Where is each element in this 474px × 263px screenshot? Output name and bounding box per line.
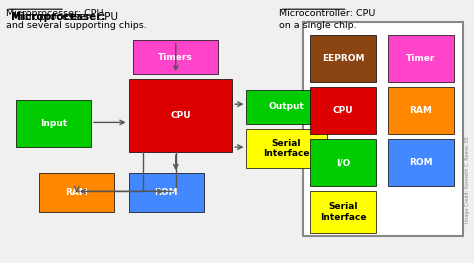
Text: Input: Input: [40, 119, 67, 128]
Text: Microprocesser: CPU
and several supporting chips.: Microprocesser: CPU and several supporti…: [6, 9, 147, 30]
Text: RAM: RAM: [410, 106, 432, 115]
Text: I/O: I/O: [336, 158, 350, 167]
Text: EEPROM: EEPROM: [322, 54, 365, 63]
FancyBboxPatch shape: [246, 90, 327, 124]
FancyBboxPatch shape: [388, 87, 454, 134]
FancyBboxPatch shape: [310, 139, 376, 186]
FancyBboxPatch shape: [388, 35, 454, 82]
FancyBboxPatch shape: [310, 191, 376, 233]
Text: Timers: Timers: [158, 53, 193, 62]
Text: CPU: CPU: [333, 106, 353, 115]
FancyBboxPatch shape: [310, 87, 376, 134]
Text: Microcontroller: CPU
on a single chip.: Microcontroller: CPU on a single chip.: [279, 9, 376, 30]
FancyBboxPatch shape: [133, 41, 218, 74]
Text: Output: Output: [269, 102, 304, 111]
Text: Serial
Interface: Serial Interface: [263, 139, 310, 158]
Text: CPU: CPU: [170, 112, 191, 120]
FancyBboxPatch shape: [388, 139, 454, 186]
Text: ROM: ROM: [409, 158, 433, 167]
FancyBboxPatch shape: [39, 173, 115, 212]
FancyBboxPatch shape: [303, 22, 463, 236]
FancyBboxPatch shape: [128, 173, 204, 212]
Text: Image Credit: Kenneth C. Reese, EE: Image Credit: Kenneth C. Reese, EE: [465, 135, 470, 222]
Text: Microprocesser: CPU: Microprocesser: CPU: [11, 12, 118, 22]
Text: Serial
Interface: Serial Interface: [320, 203, 366, 222]
FancyBboxPatch shape: [16, 100, 91, 147]
FancyBboxPatch shape: [310, 35, 376, 82]
Text: Microprocesser:: Microprocesser:: [11, 12, 105, 22]
Text: RAM: RAM: [65, 188, 88, 197]
FancyBboxPatch shape: [128, 79, 232, 152]
FancyBboxPatch shape: [246, 129, 327, 168]
Text: Timer: Timer: [406, 54, 436, 63]
Text: ROM: ROM: [155, 188, 178, 197]
